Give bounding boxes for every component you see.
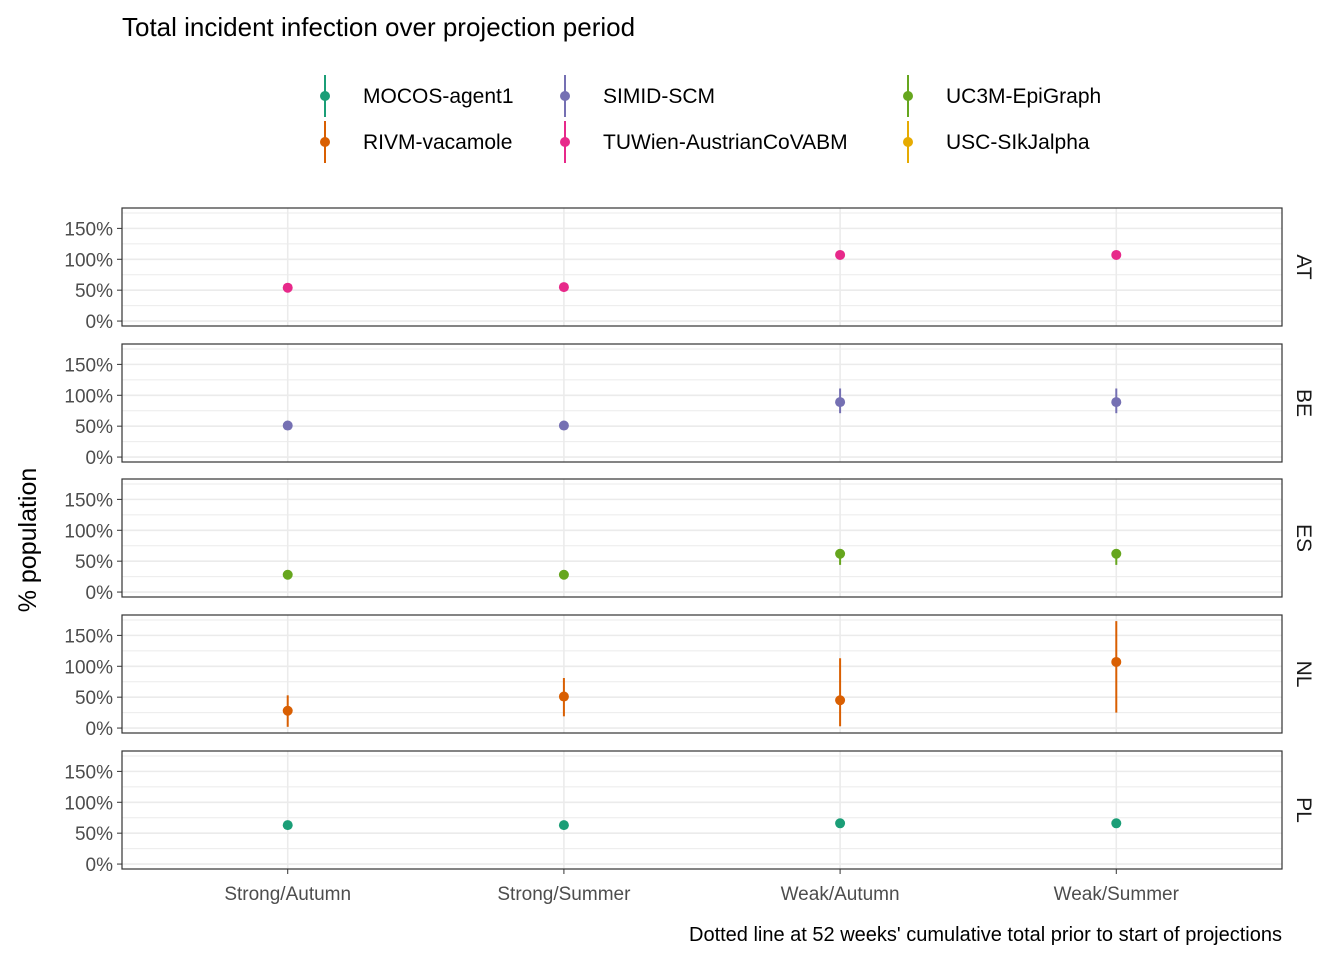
- y-tick-label: 0%: [86, 448, 114, 469]
- data-point: [1111, 548, 1122, 559]
- legend-item-simid-scm: SIMID-SCM: [560, 75, 715, 117]
- panel-nl: 0% 50% 100% 150% NL: [64, 614, 1315, 740]
- data-point: [1111, 397, 1122, 408]
- y-tick-label: 50%: [75, 417, 113, 438]
- legend-label: UC3M-EpiGraph: [946, 85, 1101, 108]
- chart-title: Total incident infection over projection…: [122, 12, 635, 42]
- data-point: [558, 282, 569, 293]
- data-point: [1111, 249, 1122, 260]
- x-tick-label: Weak/Summer: [1054, 884, 1180, 905]
- data-point: [835, 548, 846, 559]
- strip-label: ES: [1292, 524, 1315, 552]
- y-tick-label: 150%: [64, 762, 113, 783]
- panel-border: [121, 614, 1283, 734]
- data-point: [835, 818, 846, 829]
- legend-label: MOCOS-agent1: [363, 85, 514, 108]
- y-tick-label: 100%: [64, 386, 113, 407]
- y-tick-label: 50%: [75, 824, 113, 845]
- panel-border: [121, 478, 1283, 598]
- y-tick-label: 0%: [86, 719, 114, 740]
- panel-es: 0% 50% 100% 150% ES: [64, 478, 1315, 604]
- data-point: [558, 569, 569, 580]
- x-axis: Strong/Autumn Strong/Summer Weak/Autumn Wea…: [224, 869, 1180, 905]
- data-point: [835, 695, 846, 706]
- legend-label: TUWien-AustrianCoVABM: [603, 131, 848, 154]
- legend-item-rivm-vacamole: RIVM-vacamole: [320, 121, 512, 163]
- y-tick-label: 50%: [75, 688, 113, 709]
- x-tick-label: Strong/Autumn: [224, 884, 351, 905]
- y-tick-label: 100%: [64, 793, 113, 814]
- panel-border: [121, 343, 1283, 463]
- data-point: [282, 420, 293, 431]
- y-tick-label: 150%: [64, 355, 113, 376]
- data-point: [282, 705, 293, 716]
- panel-be: 0% 50% 100% 150% BE: [64, 343, 1315, 469]
- panels: 0% 50% 100% 150% AT 0% 50% 100% 150% BE 0% 50% 100% 1…: [64, 207, 1315, 876]
- y-tick-label: 50%: [75, 281, 113, 302]
- y-tick-label: 50%: [75, 552, 113, 573]
- y-tick-label: 150%: [64, 626, 113, 647]
- data-point: [558, 691, 569, 702]
- data-point: [558, 820, 569, 831]
- legend-key-point: [903, 91, 913, 101]
- y-tick-label: 0%: [86, 312, 114, 333]
- legend-item-mocos-agent1: MOCOS-agent1: [320, 75, 514, 117]
- y-tick-label: 150%: [64, 490, 113, 511]
- legend-item-uc3m-epigraph: UC3M-EpiGraph: [903, 75, 1101, 117]
- y-axis-label: % population: [14, 468, 42, 613]
- legend-key-point: [560, 91, 570, 101]
- y-tick-label: 0%: [86, 855, 114, 876]
- data-point: [282, 569, 293, 580]
- panel-border: [121, 750, 1283, 870]
- y-tick-label: 100%: [64, 657, 113, 678]
- panel-border: [121, 207, 1283, 327]
- x-tick-label: Strong/Summer: [497, 884, 631, 905]
- y-tick-label: 100%: [64, 250, 113, 271]
- y-tick-label: 100%: [64, 521, 113, 542]
- data-point: [1111, 656, 1122, 667]
- strip-label: PL: [1292, 797, 1315, 823]
- panel-pl: 0% 50% 100% 150% PL: [64, 750, 1315, 876]
- legend-label: USC-SIkJalpha: [946, 131, 1090, 154]
- legend-label: RIVM-vacamole: [363, 131, 512, 154]
- y-tick-label: 150%: [64, 219, 113, 240]
- legend-item-tuwien-austriancovabm: TUWien-AustrianCoVABM: [560, 121, 848, 163]
- x-tick-label: Weak/Autumn: [781, 884, 900, 905]
- data-point: [558, 420, 569, 431]
- y-tick-label: 0%: [86, 583, 114, 604]
- legend-key-point: [560, 137, 570, 147]
- legend-item-usc-sikjalpha: USC-SIkJalpha: [903, 121, 1090, 163]
- panel-at: 0% 50% 100% 150% AT: [64, 207, 1315, 333]
- legend-key-point: [320, 91, 330, 101]
- strip-label: AT: [1292, 254, 1315, 279]
- data-point: [282, 820, 293, 831]
- legend-label: SIMID-SCM: [603, 85, 715, 108]
- strip-label: NL: [1292, 661, 1315, 688]
- legend: MOCOS-agent1 SIMID-SCM UC3M-EpiGraph RIVM-v…: [320, 75, 1101, 163]
- data-point: [282, 282, 293, 293]
- data-point: [835, 397, 846, 408]
- data-point: [835, 249, 846, 260]
- data-point: [1111, 818, 1122, 829]
- strip-label: BE: [1292, 389, 1315, 417]
- caption: Dotted line at 52 weeks' cumulative tota…: [689, 924, 1282, 946]
- legend-key-point: [903, 137, 913, 147]
- legend-key-point: [320, 137, 330, 147]
